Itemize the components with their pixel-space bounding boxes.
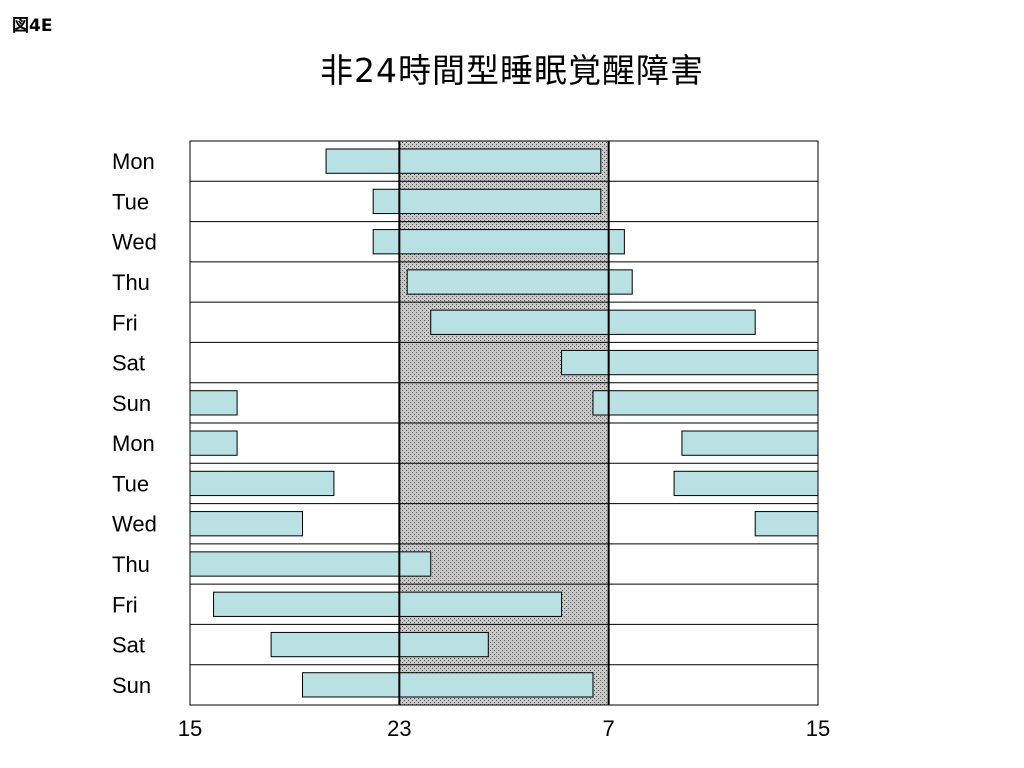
row-label: Mon [112,431,155,456]
x-tick-label: 15 [806,716,830,741]
figure-label: 図4E [12,16,53,36]
row-label: Wed [112,230,157,255]
sleep-bar [406,269,633,295]
sleep-bar [270,631,489,658]
row-label: Fri [112,592,138,617]
row-label: Mon [112,149,155,174]
sleep-bar [754,511,819,537]
x-tick-label: 15 [178,716,202,741]
sleep-bar [189,430,238,456]
sleep-bar [372,229,625,255]
row-label: Thu [112,270,150,295]
sleep-bar [673,470,819,497]
sleep-bar [189,390,238,416]
row-label: Tue [112,471,149,496]
row-label: Sat [112,633,145,658]
row-label: Thu [112,552,150,577]
sleep-bar [592,390,819,416]
sleep-bar [213,591,563,617]
sleep-bar [372,188,602,215]
plot-frame [189,140,819,706]
row-label: Tue [112,189,149,214]
x-tick-label: 7 [603,716,615,741]
sleep-bar [681,430,819,456]
sleep-bar [561,349,819,376]
sleep-bar [189,551,432,577]
row-label: Fri [112,310,138,335]
row-label: Wed [112,512,157,537]
sleep-bar [430,309,756,335]
chart-title: 非24時間型睡眠覚醒障害 [320,51,704,90]
row-label: Sat [112,351,145,376]
sleep-bar [302,672,594,698]
x-tick-label: 23 [387,716,411,741]
row-label: Sun [112,673,151,698]
row-label: Sun [112,391,151,416]
sleep-bar [189,470,335,497]
sleep-bar [189,511,304,537]
sleep-bar [325,148,602,174]
